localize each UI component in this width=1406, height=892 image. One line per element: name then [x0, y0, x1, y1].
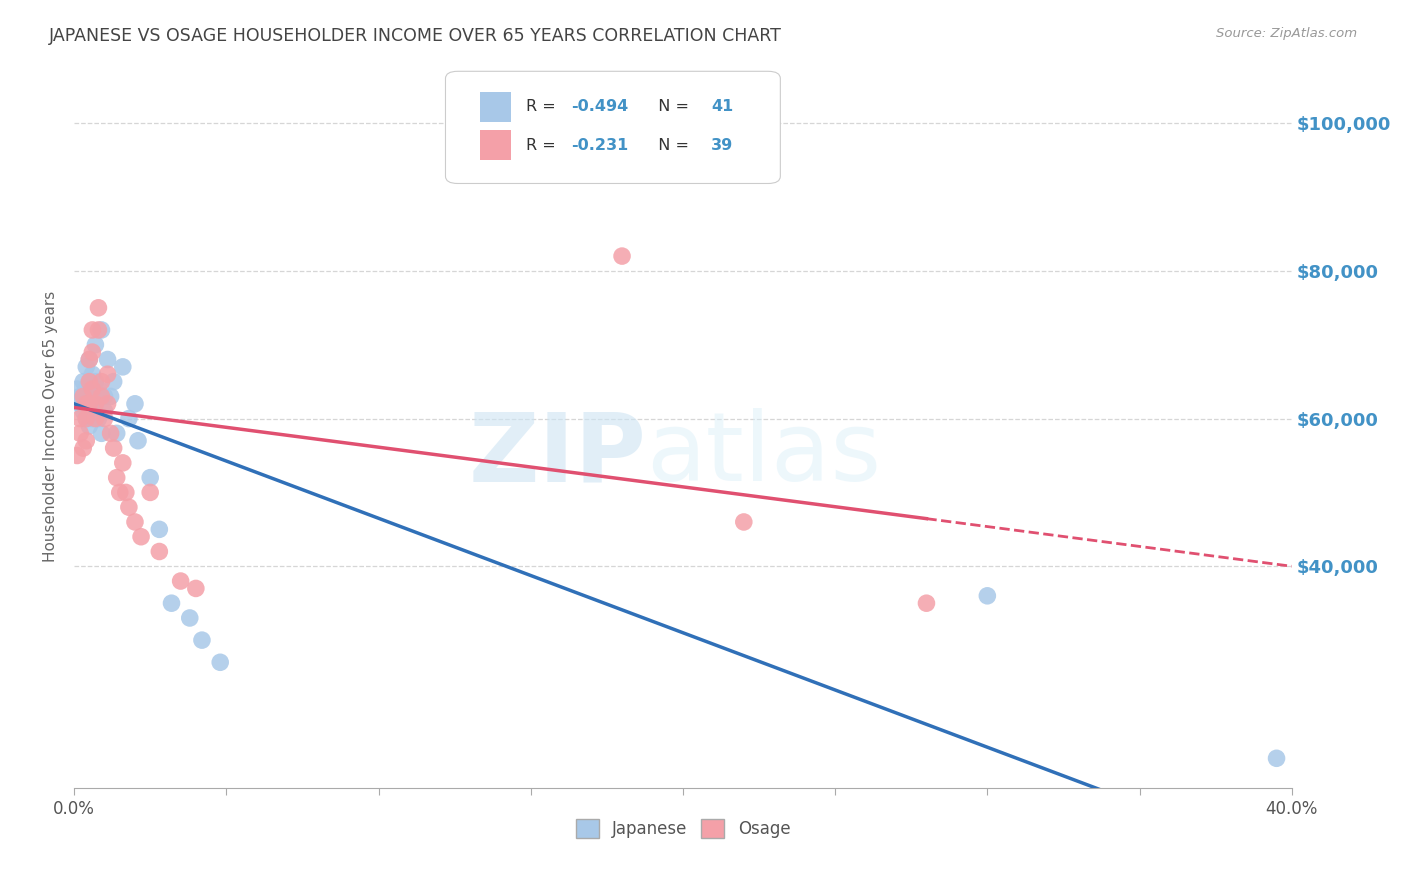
- Text: Source: ZipAtlas.com: Source: ZipAtlas.com: [1216, 27, 1357, 40]
- Point: [75, 397, 97, 411]
- Point: [79, 352, 101, 367]
- Point: [87, 301, 110, 315]
- Text: ZIP: ZIP: [468, 409, 647, 501]
- Point: [209, 655, 232, 669]
- Point: [97, 397, 120, 411]
- Point: [72, 404, 94, 418]
- Point: [139, 470, 162, 484]
- Point: [169, 574, 191, 588]
- Point: [103, 375, 125, 389]
- Point: [84, 337, 107, 351]
- Point: [87, 411, 110, 425]
- Point: [148, 522, 170, 536]
- FancyBboxPatch shape: [479, 92, 512, 122]
- Point: [976, 589, 998, 603]
- Point: [108, 485, 131, 500]
- Point: [97, 368, 120, 382]
- Point: [118, 500, 141, 515]
- Point: [82, 323, 104, 337]
- Point: [75, 434, 97, 448]
- Point: [82, 389, 104, 403]
- Point: [82, 382, 104, 396]
- Point: [72, 389, 94, 403]
- Point: [82, 411, 104, 425]
- Point: [90, 375, 112, 389]
- Point: [79, 375, 101, 389]
- Text: 41: 41: [711, 99, 733, 114]
- Text: atlas: atlas: [647, 409, 882, 501]
- Point: [90, 389, 112, 403]
- Point: [115, 485, 138, 500]
- Point: [160, 596, 183, 610]
- Point: [118, 411, 141, 425]
- Point: [69, 389, 91, 403]
- Text: N =: N =: [648, 99, 693, 114]
- FancyBboxPatch shape: [446, 71, 780, 184]
- Point: [75, 382, 97, 396]
- Point: [103, 441, 125, 455]
- Point: [69, 397, 91, 411]
- Point: [105, 426, 128, 441]
- Point: [66, 449, 89, 463]
- Text: 39: 39: [711, 137, 733, 153]
- Point: [93, 411, 115, 425]
- Point: [93, 404, 115, 418]
- Point: [111, 456, 134, 470]
- Point: [72, 441, 94, 455]
- Point: [90, 426, 112, 441]
- Point: [79, 397, 101, 411]
- Point: [733, 515, 755, 529]
- Point: [124, 397, 146, 411]
- Text: R =: R =: [526, 99, 561, 114]
- Point: [87, 323, 110, 337]
- Point: [72, 375, 94, 389]
- Point: [75, 411, 97, 425]
- Point: [79, 352, 101, 367]
- Point: [84, 397, 107, 411]
- Point: [75, 359, 97, 374]
- Point: [1265, 751, 1288, 765]
- Point: [127, 434, 149, 448]
- Point: [79, 375, 101, 389]
- Point: [72, 389, 94, 403]
- Point: [184, 582, 207, 596]
- Point: [84, 397, 107, 411]
- Point: [97, 352, 120, 367]
- Point: [105, 470, 128, 484]
- Point: [179, 611, 201, 625]
- Y-axis label: Householder Income Over 65 years: Householder Income Over 65 years: [44, 290, 58, 562]
- Point: [915, 596, 938, 610]
- Text: -0.494: -0.494: [571, 99, 628, 114]
- Point: [100, 389, 122, 403]
- Point: [84, 375, 107, 389]
- Point: [90, 323, 112, 337]
- Text: -0.231: -0.231: [571, 137, 628, 153]
- Point: [124, 515, 146, 529]
- Point: [82, 368, 104, 382]
- Point: [66, 382, 89, 396]
- Text: N =: N =: [648, 137, 693, 153]
- Point: [69, 411, 91, 425]
- Point: [79, 397, 101, 411]
- Point: [75, 411, 97, 425]
- Point: [111, 359, 134, 374]
- Point: [139, 485, 162, 500]
- Point: [69, 426, 91, 441]
- Point: [100, 426, 122, 441]
- Point: [79, 419, 101, 434]
- FancyBboxPatch shape: [479, 130, 512, 161]
- Point: [84, 411, 107, 425]
- Point: [148, 544, 170, 558]
- Text: R =: R =: [526, 137, 561, 153]
- Point: [93, 389, 115, 403]
- Point: [87, 382, 110, 396]
- Point: [129, 530, 152, 544]
- Point: [82, 345, 104, 359]
- Legend: Japanese, Osage: Japanese, Osage: [569, 812, 797, 845]
- Text: JAPANESE VS OSAGE HOUSEHOLDER INCOME OVER 65 YEARS CORRELATION CHART: JAPANESE VS OSAGE HOUSEHOLDER INCOME OVE…: [49, 27, 782, 45]
- Point: [191, 633, 214, 648]
- Point: [610, 249, 633, 263]
